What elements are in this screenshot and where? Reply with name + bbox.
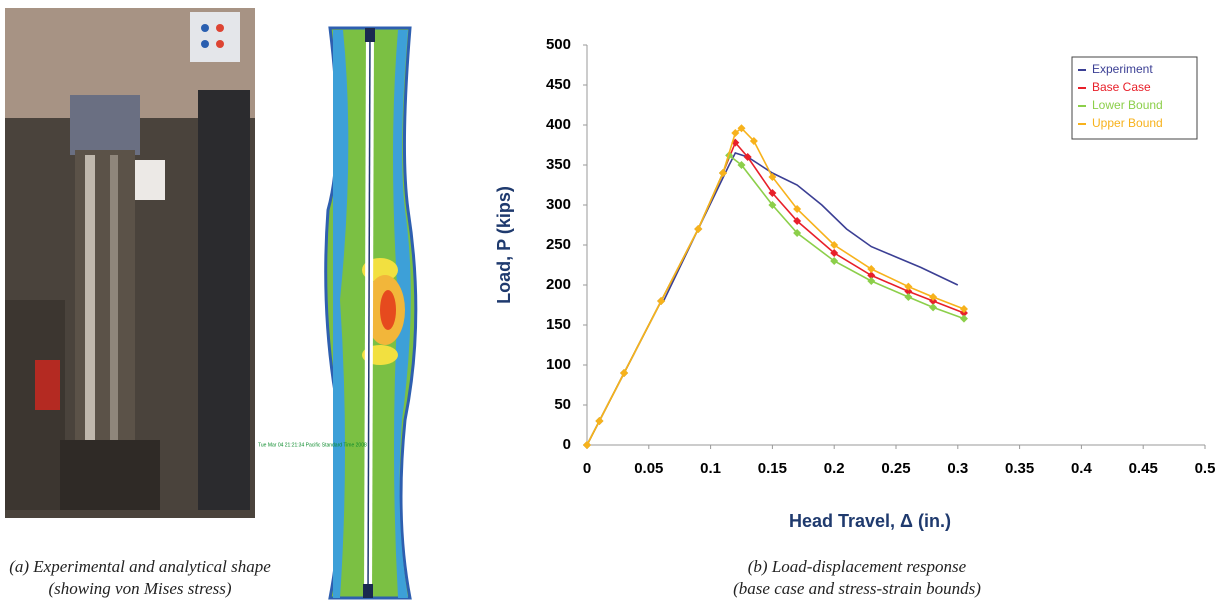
series-marker bbox=[737, 124, 746, 133]
series-marker bbox=[793, 229, 802, 237]
caption-a-line2: (showing von Mises stress) bbox=[48, 579, 231, 598]
y-tick-label: 0 bbox=[563, 436, 571, 453]
legend-label: Upper Bound bbox=[1092, 116, 1163, 130]
series-marker bbox=[959, 305, 968, 313]
x-tick-label: 0.4 bbox=[1071, 460, 1093, 477]
series-marker bbox=[749, 137, 758, 145]
series-marker bbox=[737, 161, 746, 169]
x-tick-label: 0.3 bbox=[947, 460, 968, 477]
series-marker bbox=[904, 293, 913, 301]
x-tick-label: 0 bbox=[583, 460, 591, 477]
series-marker bbox=[793, 205, 802, 213]
series-marker bbox=[929, 293, 938, 301]
series-marker bbox=[620, 369, 629, 377]
x-tick-label: 0.35 bbox=[1005, 460, 1034, 477]
series-marker bbox=[867, 277, 876, 285]
series-marker bbox=[694, 225, 703, 233]
series-marker bbox=[595, 417, 604, 425]
test-photo bbox=[5, 8, 255, 518]
series-line bbox=[586, 154, 965, 446]
series-marker bbox=[830, 257, 839, 265]
series-marker bbox=[731, 129, 740, 137]
series-line bbox=[586, 127, 965, 446]
caption-b-line2: (base case and stress-strain bounds) bbox=[733, 579, 981, 598]
legend-label: Lower Bound bbox=[1092, 98, 1163, 112]
caption-b-line1: (b) Load-displacement response bbox=[748, 557, 967, 576]
caption-a-line1: (a) Experimental and analytical shape bbox=[9, 557, 271, 576]
series-marker bbox=[929, 303, 938, 312]
series-marker bbox=[904, 287, 913, 296]
x-tick-label: 0.2 bbox=[824, 460, 845, 477]
series-marker bbox=[793, 217, 802, 225]
y-tick-label: 250 bbox=[546, 236, 571, 253]
fe-timestamp: Tue Mar 04 21:21:34 Pacific Standard Tim… bbox=[258, 442, 367, 448]
x-tick-label: 0.05 bbox=[634, 460, 663, 477]
y-axis-label: Load, P (kips) bbox=[494, 186, 514, 304]
series-marker bbox=[583, 441, 591, 449]
series-marker bbox=[768, 189, 777, 197]
y-tick-label: 100 bbox=[546, 356, 571, 373]
y-tick-label: 450 bbox=[546, 76, 571, 93]
series-marker bbox=[657, 297, 666, 305]
x-axis-label: Head Travel, Δ (in.) bbox=[789, 511, 951, 531]
series-marker bbox=[718, 169, 727, 177]
y-tick-label: 350 bbox=[546, 156, 571, 173]
y-tick-label: 50 bbox=[554, 396, 571, 413]
y-tick-label: 200 bbox=[546, 276, 571, 293]
legend-box bbox=[1071, 56, 1198, 140]
series-marker bbox=[768, 173, 777, 181]
series-marker bbox=[830, 241, 839, 249]
y-tick-label: 500 bbox=[546, 36, 571, 53]
y-tick-label: 150 bbox=[546, 316, 571, 333]
y-tick-label: 400 bbox=[546, 116, 571, 133]
x-tick-label: 0.15 bbox=[758, 460, 787, 477]
series-marker bbox=[904, 282, 913, 291]
series-marker bbox=[743, 153, 752, 161]
series-marker bbox=[867, 271, 876, 280]
fe-contour: Tue Mar 04 21:21:34 Pacific Standard Tim… bbox=[258, 26, 418, 600]
x-tick-label: 0.45 bbox=[1129, 460, 1158, 477]
x-tick-label: 0.5 bbox=[1195, 460, 1216, 477]
legend-label: Experiment bbox=[1092, 62, 1153, 76]
x-tick-label: 0.25 bbox=[881, 460, 910, 477]
series-marker bbox=[768, 201, 777, 209]
legend-label: Base Case bbox=[1092, 80, 1151, 94]
y-tick-label: 300 bbox=[546, 196, 571, 213]
x-tick-label: 0.1 bbox=[700, 460, 721, 477]
series-marker bbox=[867, 265, 876, 273]
series-marker bbox=[959, 314, 968, 323]
series-marker bbox=[830, 249, 839, 257]
